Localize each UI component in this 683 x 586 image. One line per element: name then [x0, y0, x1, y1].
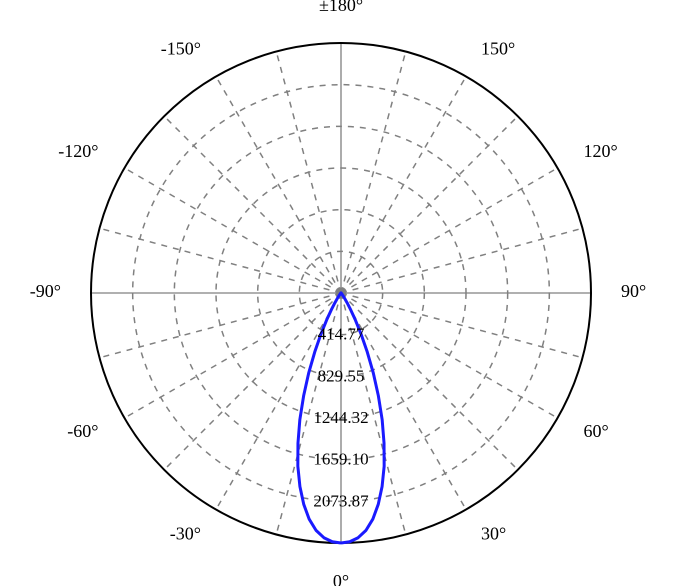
angle-label: 30° — [481, 524, 506, 544]
polar-svg: ±180° 150° 120° 90° 60° 30° 0° -30° -60° -90° -120… — [0, 0, 683, 586]
angle-label: -90° — [30, 281, 61, 301]
angle-label: 150° — [481, 39, 515, 59]
angle-label: -60° — [67, 421, 98, 441]
angle-label: -30° — [170, 524, 201, 544]
angle-label: 0° — [333, 571, 349, 586]
angle-label: ±180° — [319, 0, 363, 15]
polar-chart: ±180° 150° 120° 90° 60° 30° 0° -30° -60° -90° -120… — [0, 0, 683, 586]
angle-label: 120° — [583, 141, 617, 161]
radial-label: 829.55 — [318, 366, 365, 385]
angle-label: -120° — [58, 141, 98, 161]
angle-label: 60° — [583, 421, 608, 441]
radial-label: 1659.10 — [313, 450, 368, 469]
angle-label: -150° — [161, 39, 201, 59]
radial-label: 2073.87 — [313, 491, 369, 510]
radial-label: 414.77 — [318, 325, 365, 344]
radial-label: 1244.32 — [313, 408, 368, 427]
angle-label: 90° — [621, 281, 646, 301]
